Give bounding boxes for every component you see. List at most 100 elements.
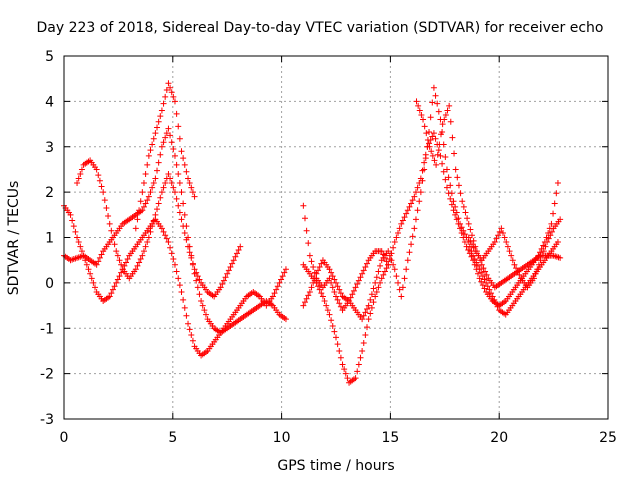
data-point	[303, 295, 310, 302]
data-point	[171, 189, 178, 196]
data-point	[77, 243, 84, 250]
data-point	[352, 284, 359, 291]
data-point	[347, 294, 354, 301]
data-point	[147, 147, 154, 154]
data-point	[357, 274, 364, 281]
data-point	[508, 252, 515, 259]
data-point	[442, 176, 449, 183]
data-point	[416, 198, 423, 205]
data-point	[482, 268, 489, 275]
data-point	[450, 207, 457, 214]
data-point	[447, 182, 454, 189]
x-tick-labels: 0 5 10 15 20 25	[60, 430, 617, 446]
data-point	[329, 322, 336, 329]
data-point	[326, 275, 333, 282]
data-point	[554, 239, 561, 246]
data-point	[437, 131, 444, 138]
data-point	[429, 152, 436, 159]
data-point	[229, 260, 236, 267]
series-track-4	[132, 80, 198, 232]
data-point	[160, 100, 167, 107]
data-point	[429, 99, 436, 106]
data-point	[447, 195, 454, 202]
data-point	[225, 267, 232, 274]
data-point	[352, 375, 359, 382]
data-point	[178, 216, 185, 223]
data-point	[331, 288, 338, 295]
data-point	[106, 293, 113, 300]
data-point	[171, 152, 178, 159]
data-point	[170, 146, 177, 153]
data-point	[185, 320, 192, 327]
data-point	[181, 229, 188, 236]
y-tick-label: 0	[45, 276, 54, 292]
data-point	[426, 143, 433, 150]
data-point	[180, 155, 187, 162]
data-point	[373, 274, 380, 281]
y-axis-label: SDTVAR / TECUs	[6, 181, 22, 296]
data-point	[175, 275, 182, 282]
series-track-8	[300, 202, 392, 314]
data-point	[488, 290, 495, 297]
data-point	[137, 198, 144, 205]
data-point	[333, 334, 339, 341]
data-point	[118, 269, 125, 276]
data-point	[96, 177, 103, 184]
x-axis-label: GPS time / hours	[277, 458, 394, 474]
data-point	[380, 271, 387, 278]
data-point	[173, 195, 180, 202]
data-point	[227, 263, 234, 270]
data-point	[484, 283, 491, 290]
data-point	[278, 276, 285, 283]
data-point	[453, 209, 460, 216]
data-point	[424, 136, 431, 143]
data-point	[378, 248, 385, 255]
data-point	[344, 375, 351, 382]
data-point	[176, 282, 183, 289]
data-point	[155, 159, 162, 166]
data-point	[180, 296, 187, 303]
data-point	[145, 152, 152, 159]
data-point	[152, 130, 159, 137]
data-point	[359, 316, 366, 323]
data-point	[308, 284, 315, 291]
data-point	[411, 225, 418, 232]
data-point	[511, 261, 518, 268]
data-point	[355, 277, 362, 284]
data-point	[421, 123, 428, 130]
data-point	[364, 324, 371, 331]
data-point	[75, 239, 82, 246]
data-point	[469, 232, 475, 239]
data-point	[554, 180, 561, 187]
data-point	[154, 124, 161, 131]
data-point	[380, 251, 387, 258]
data-point	[100, 189, 107, 196]
data-point	[224, 270, 231, 277]
data-point	[442, 111, 449, 118]
data-point	[279, 273, 286, 280]
data-point	[550, 210, 557, 217]
data-point	[220, 277, 227, 284]
data-point	[359, 347, 366, 354]
data-point	[500, 229, 507, 236]
data-point	[202, 311, 209, 318]
data-point	[430, 130, 437, 137]
data-point	[354, 281, 361, 288]
data-point	[399, 284, 406, 291]
data-point	[326, 311, 333, 318]
data-point	[139, 189, 146, 196]
data-point	[74, 234, 81, 241]
series-track-9	[465, 216, 564, 291]
data-point	[476, 275, 483, 282]
data-point	[457, 220, 464, 227]
x-tick-label: 25	[599, 430, 617, 446]
data-point	[461, 231, 468, 238]
data-point	[74, 180, 81, 187]
data-point	[391, 266, 398, 273]
data-point	[155, 200, 162, 207]
data-point	[396, 225, 403, 232]
data-point	[173, 268, 180, 275]
data-point	[388, 257, 395, 264]
data-point	[303, 227, 310, 234]
data-point	[364, 260, 371, 267]
